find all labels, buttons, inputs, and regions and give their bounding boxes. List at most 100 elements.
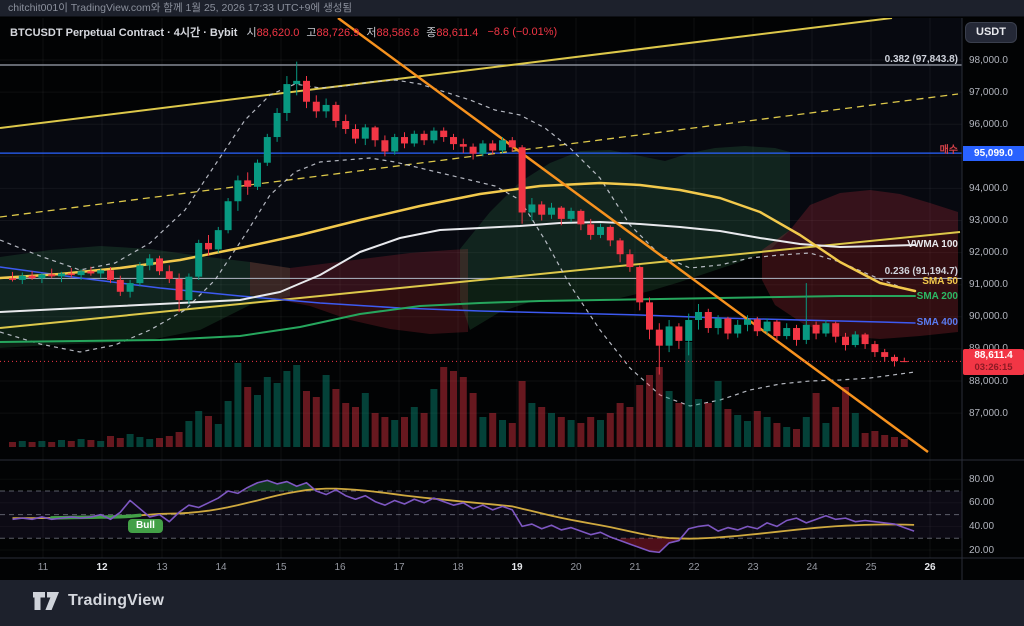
candle-body [293,80,301,85]
candle-body [283,84,291,113]
candle-body [548,207,555,215]
candle-body [597,226,604,235]
volume-bar [107,436,114,447]
volume-bar [410,407,418,447]
volume-bar [753,411,761,447]
volume-bar [293,365,301,447]
candle-body [499,140,506,151]
price-tick-label: 89,000.0 [969,343,1008,354]
volume-bar [116,438,124,447]
channel-mid [0,93,959,218]
kumo-green-main [460,146,790,330]
volume-bar [538,407,546,447]
candle-body [489,143,497,151]
price-tick-label: 93,000.0 [969,215,1008,226]
volume-bar [655,367,663,447]
volume-bar [636,385,644,447]
candle-body [97,270,105,274]
candle-body [557,207,565,219]
candle-body [812,324,820,334]
ohlc-values: 시88,620.0 고88,726.9 저88,586.8 종88,611.4 [246,24,478,40]
tradingview-logo[interactable]: TradingView [32,591,164,611]
channel-upper [0,18,893,129]
candle-body [332,104,340,121]
buy-order-label[interactable]: 매수 [939,145,958,156]
volume-bar [48,442,56,447]
volume-bar [185,421,193,447]
candle-body [606,226,614,241]
volume-bar [646,375,653,447]
ma-line-sma-400 [0,266,916,324]
volume-bar [38,441,46,447]
candle-body [518,147,526,213]
candle-body [303,80,310,102]
candle-body [646,302,653,330]
volume-bar [440,367,448,447]
symbol-title: BTCUSDT Perpetual Contract · 4시간 · Bybit [10,27,238,39]
volume-bar [420,413,428,447]
volume-bar [18,441,26,447]
candle-body [67,273,75,276]
candle-body [479,143,487,154]
volume-bar [146,439,154,447]
line-label-sma-50: SMA 50 [922,276,958,287]
candle-body [655,329,663,346]
attribution-bar: chitchit001이 TradingView.com와 함께 1월 25, … [0,0,1024,17]
volume-bar [244,387,252,447]
candle-body [38,274,46,279]
volume-bar [156,438,163,447]
candle-body [783,328,791,337]
last-price-tag[interactable]: 88,611.4 03:26:15 [963,349,1024,375]
rsi-line [12,479,915,554]
volume-bar [518,381,526,447]
volume-bar [783,427,791,447]
downtrend [337,18,929,454]
volume-bar [28,442,36,447]
time-tick-label: 24 [806,562,818,573]
candle-body [195,242,203,277]
symbol-legend[interactable]: BTCUSDT Perpetual Contract · 4시간 · Bybit… [10,24,557,40]
candle-body [214,230,222,250]
time-tick-label: 20 [570,562,582,573]
price-tick-label: 92,000.0 [969,247,1008,259]
volume-bar [342,403,350,447]
volume-bar [665,391,673,447]
volume-bar [224,401,232,447]
candle-body [685,320,693,341]
candle-body [861,334,869,345]
chart-layers [0,18,962,558]
line-label-sma-200: SMA 200 [916,291,958,302]
rsi-oversold-fill [620,538,679,553]
bar-countdown: 03:26:15 [974,362,1013,373]
candle-body [714,318,722,329]
volume-bar [205,416,212,447]
candle-body [77,271,85,276]
buy-order-price-tag[interactable]: 95,099.0 [963,146,1024,161]
volume-bar [459,377,467,447]
time-tick-label: 18 [452,562,464,573]
volume-bar [577,423,585,447]
volume-bar [361,393,369,447]
bull-signal-badge: Bull [128,519,163,533]
rsi-overbought-fill [247,480,317,491]
time-tick-label: 21 [629,562,641,573]
currency-toggle-button[interactable]: USDT [965,22,1017,43]
volume-bar [499,420,506,447]
time-tick-label: 23 [747,562,759,573]
time-tick-label: 16 [334,562,346,573]
volume-bar [734,415,742,447]
candle-body [587,224,595,235]
volume-bar [67,441,75,447]
candle-body [234,180,242,202]
candle-body [410,133,418,144]
candle-body [28,275,36,279]
candle-body [342,120,350,130]
volume-bar [626,407,634,447]
volume-bar [606,413,614,447]
candle-body [744,319,751,325]
time-tick-label: 11 [37,562,49,573]
candle-body [567,210,575,219]
ohlc-pair: 저88,586.8 [366,27,420,39]
volume-bar [822,423,830,447]
